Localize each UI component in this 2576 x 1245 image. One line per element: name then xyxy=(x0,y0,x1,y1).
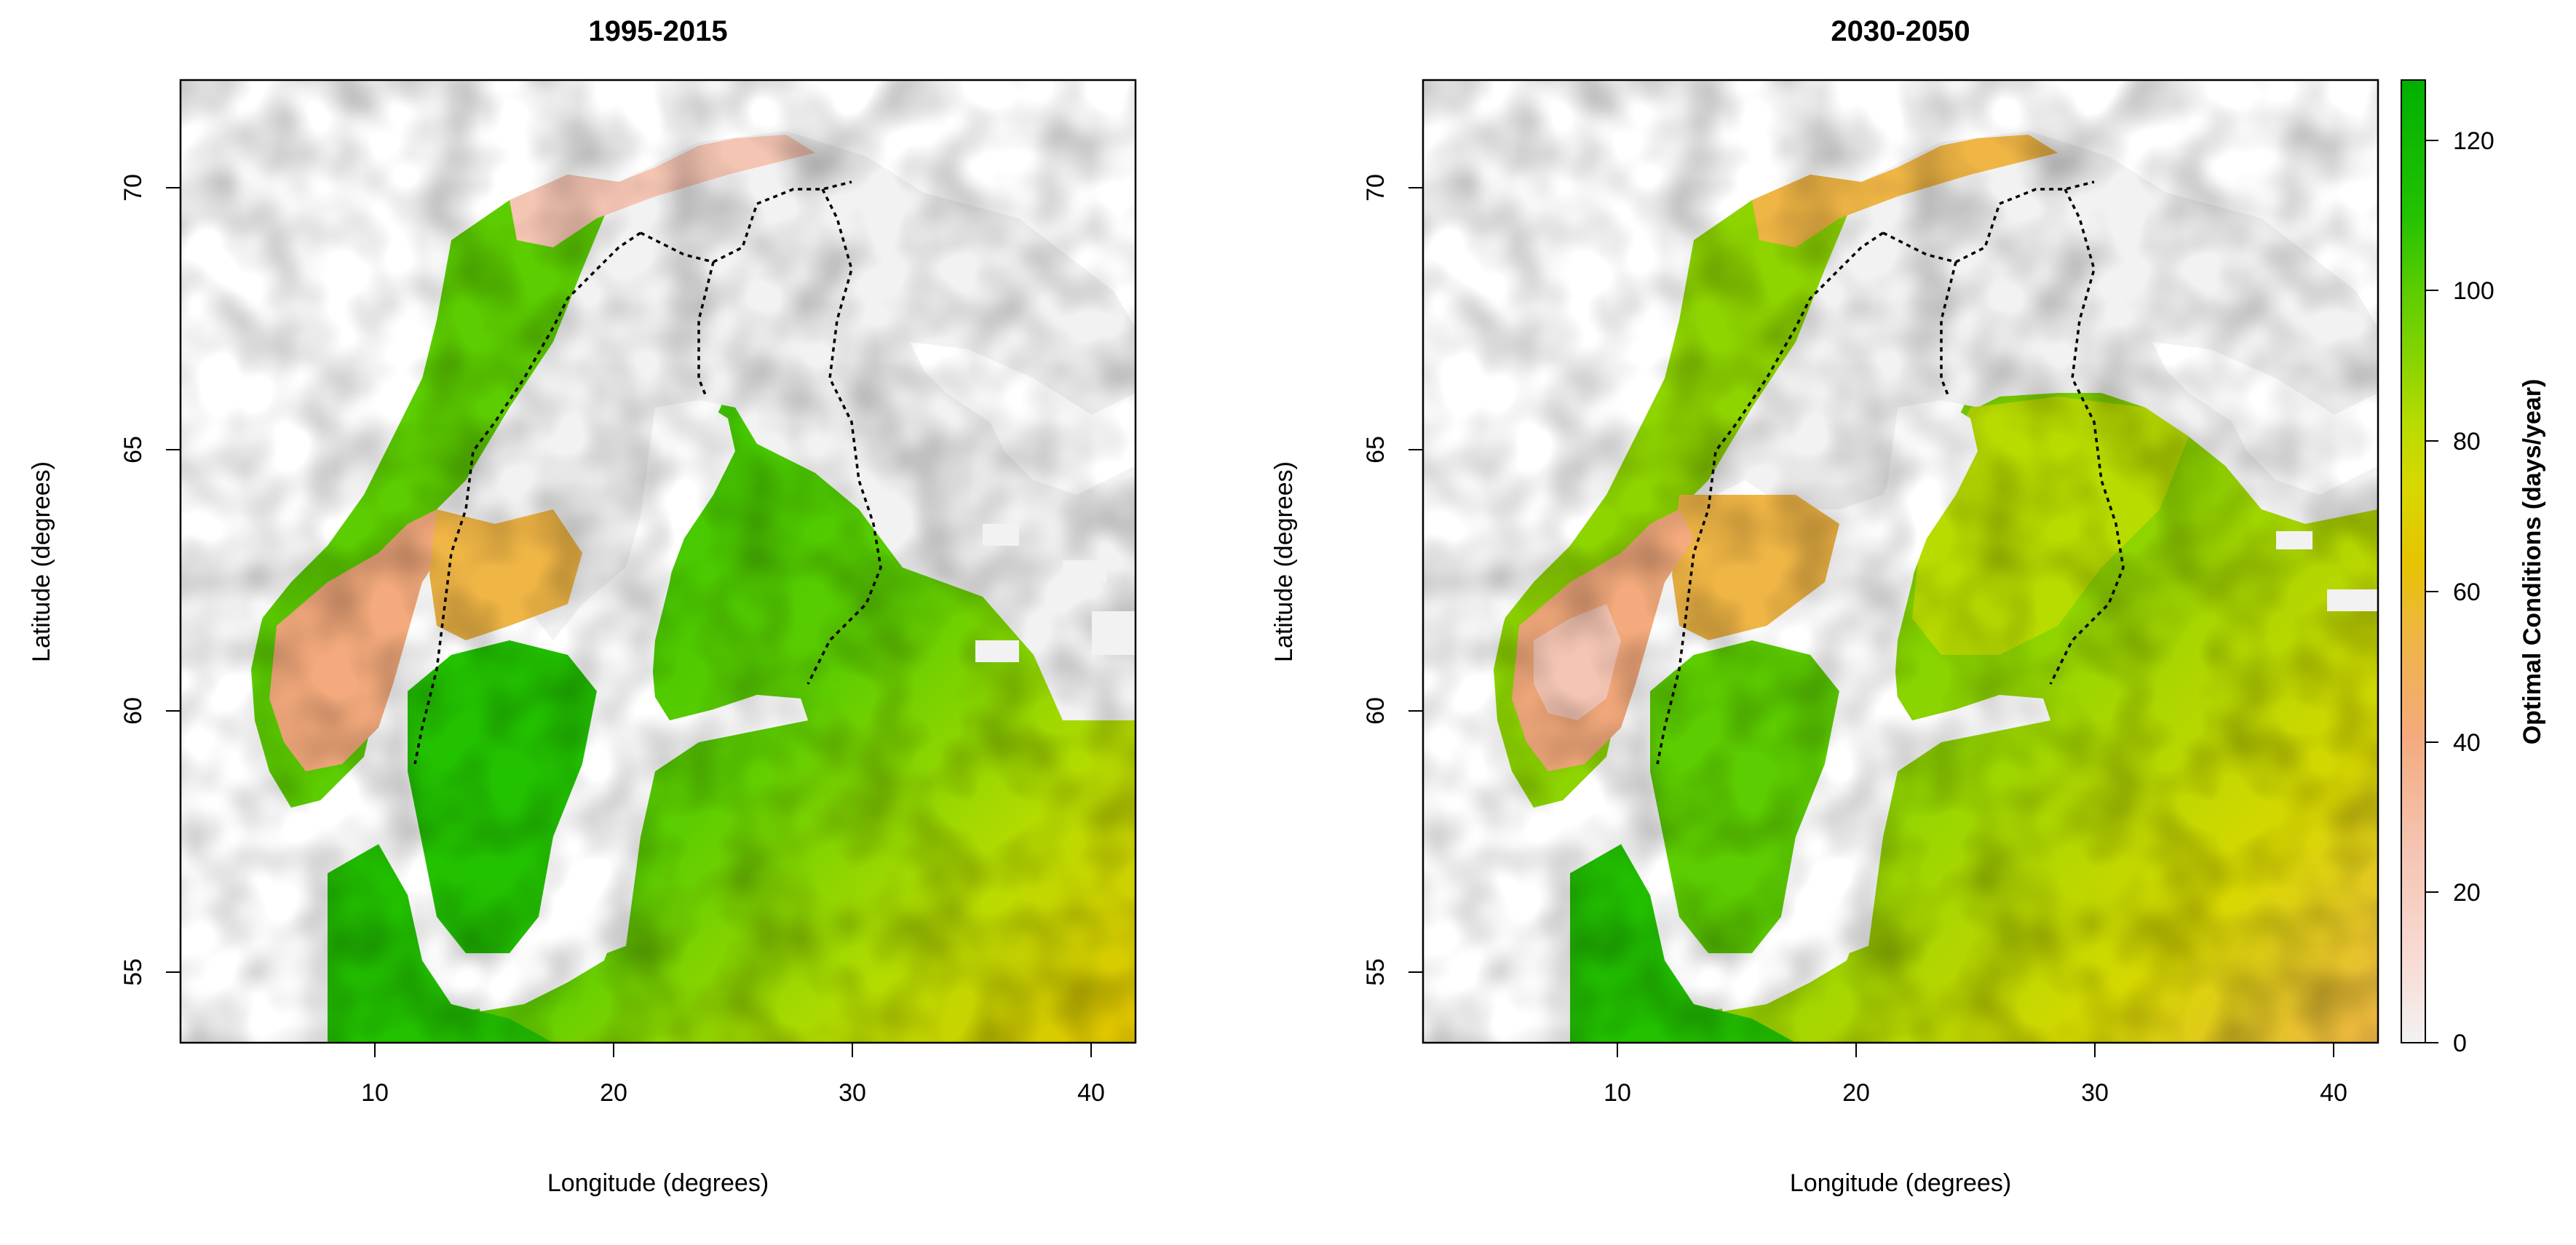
panel-2030-2050: 2030-2050 xyxy=(1270,15,2379,1197)
border-norway-finland xyxy=(713,180,852,263)
legend-tick-label: 20 xyxy=(2453,879,2481,907)
x-axis: 10 20 30 40 Longitude (degrees) xyxy=(1604,1043,2347,1197)
color-legend: 0 20 40 60 80 100 120 Optimal Conditions… xyxy=(2401,79,2546,1057)
legend-colorbar xyxy=(2401,79,2426,1043)
legend-tick-label: 0 xyxy=(2453,1030,2467,1057)
legend-tick-labels: 0 20 40 60 80 100 120 xyxy=(2453,127,2494,1057)
y-tick-label: 65 xyxy=(119,436,147,464)
x-tick-label: 40 xyxy=(1077,1079,1105,1107)
x-tick-label: 30 xyxy=(839,1079,866,1107)
panel-1995-2015: 1995-2015 xyxy=(28,15,1137,1197)
legend-tick-label: 100 xyxy=(2453,277,2494,305)
gray-blocks xyxy=(2276,531,2378,611)
legend-tick-label: 40 xyxy=(2453,729,2481,757)
y-tick-label: 65 xyxy=(1362,436,1390,464)
texture-overlay xyxy=(181,80,1136,1043)
panel-title: 1995-2015 xyxy=(588,15,727,47)
y-tick-label: 60 xyxy=(1362,697,1390,725)
legend-title: Optimal Conditions (days/year) xyxy=(2518,379,2546,745)
y-tick-label: 70 xyxy=(1362,174,1390,202)
y-axis: 55 60 65 70 Latitude (degrees) xyxy=(1270,174,1423,986)
y-tick-label: 70 xyxy=(119,174,147,202)
x-tick-label: 20 xyxy=(600,1079,627,1107)
plot-frame xyxy=(179,79,1137,1044)
x-tick-label: 20 xyxy=(1842,1079,1870,1107)
y-tick-label: 60 xyxy=(119,697,147,725)
panel-title: 2030-2050 xyxy=(1831,15,1970,47)
border-sweden-finland xyxy=(640,231,716,397)
y-tick-label: 55 xyxy=(119,958,147,986)
border-norway-sweden xyxy=(413,231,641,765)
border-norway-sweden xyxy=(1656,231,1884,765)
y-tick-label: 55 xyxy=(1362,958,1390,986)
x-tick-label: 10 xyxy=(361,1079,389,1107)
map-raster xyxy=(181,80,1136,1043)
map-raster xyxy=(1423,80,2378,1043)
legend-ticks xyxy=(2425,140,2438,1043)
legend-tick-label: 120 xyxy=(2453,127,2494,155)
gray-blocks xyxy=(975,524,1136,662)
x-axis-label: Longitude (degrees) xyxy=(547,1169,769,1197)
texture-overlay xyxy=(1423,80,2378,1043)
x-tick-label: 10 xyxy=(1604,1079,1631,1107)
x-axis: 10 20 30 40 Longitude (degrees) xyxy=(361,1043,1105,1197)
border-sweden-finland xyxy=(1882,231,1958,397)
y-axis-label: Latitude (degrees) xyxy=(1270,461,1298,662)
y-axis: 55 60 65 70 Latitude (degrees) xyxy=(28,174,181,986)
y-axis-label: Latitude (degrees) xyxy=(28,461,55,662)
legend-tick-label: 60 xyxy=(2453,578,2481,606)
legend-tick-label: 80 xyxy=(2453,428,2481,456)
border-norway-finland xyxy=(1955,180,2095,263)
plot-frame xyxy=(1422,79,2379,1044)
x-tick-label: 30 xyxy=(2081,1079,2109,1107)
x-tick-label: 40 xyxy=(2320,1079,2347,1107)
x-axis-label: Longitude (degrees) xyxy=(1790,1169,2011,1197)
